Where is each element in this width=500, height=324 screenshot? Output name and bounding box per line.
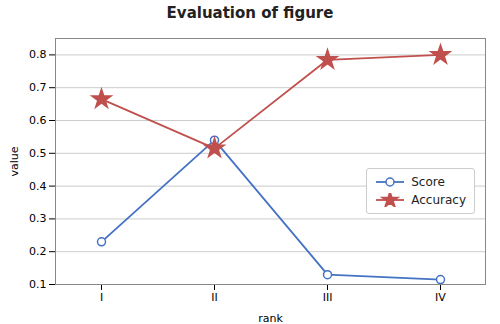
svg-text:rank: rank (258, 312, 283, 324)
html-text:Score: Score (411, 175, 445, 189)
svg-text:I: I (100, 291, 103, 304)
svg-text:0.8: 0.8 (29, 48, 47, 61)
svg-text:0.6: 0.6 (29, 114, 47, 127)
svg-text:IV: IV (435, 291, 446, 304)
svg-text:0.3: 0.3 (29, 212, 47, 225)
svg-text:0.7: 0.7 (29, 81, 47, 94)
html-text:Accuracy: Accuracy (411, 193, 466, 207)
svg-text:0.1: 0.1 (29, 278, 47, 291)
svg-text:0.5: 0.5 (29, 147, 47, 160)
html-text:Evaluation of figure: Evaluation of figure (166, 4, 334, 22)
svg-text:value: value (8, 146, 21, 176)
svg-text:III: III (323, 291, 333, 304)
svg-text:0.2: 0.2 (29, 245, 47, 258)
svg-text:0.4: 0.4 (29, 180, 47, 193)
svg-text:II: II (211, 291, 218, 304)
